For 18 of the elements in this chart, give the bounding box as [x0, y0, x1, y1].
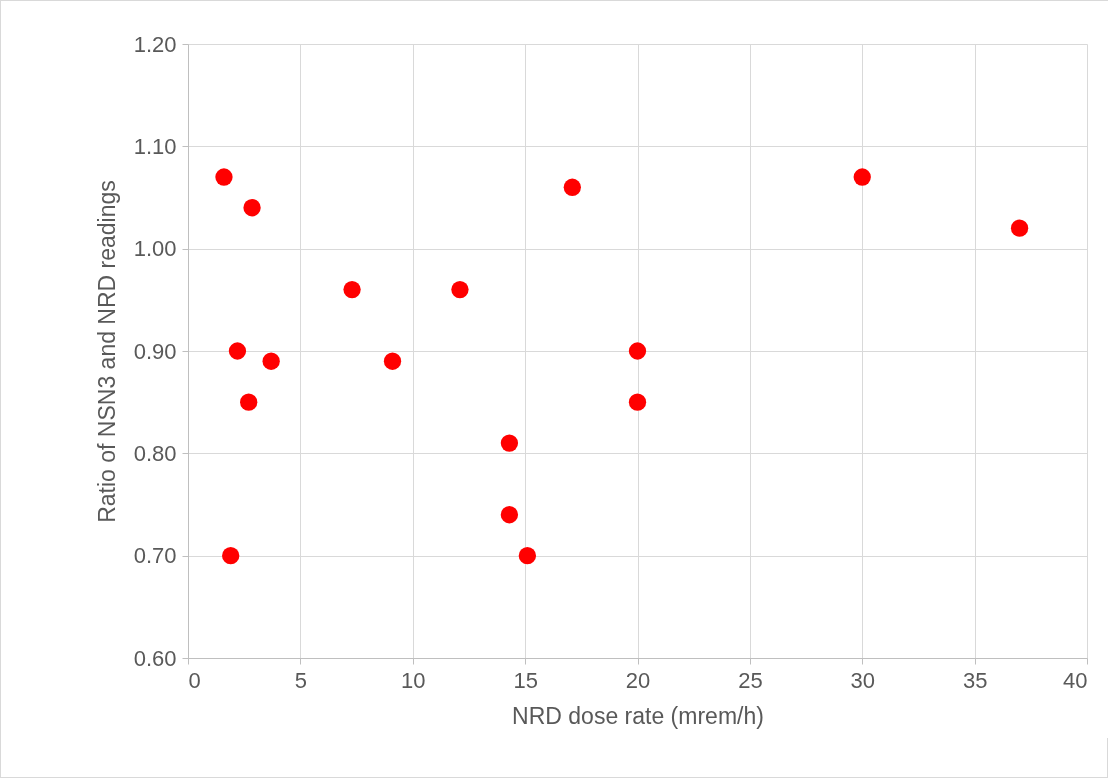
x-tick-label: 40 — [1063, 667, 1088, 693]
x-tick-label: 10 — [401, 667, 426, 693]
y-axis-title: Ratio of NSN3 and NRD readings — [93, 180, 120, 523]
x-tick-label: 0 — [188, 667, 201, 693]
x-tick-label: 30 — [850, 667, 875, 693]
x-tick-label: 25 — [738, 667, 763, 693]
y-tick-label: 0.80 — [133, 440, 177, 466]
y-tick-label: 0.60 — [133, 645, 177, 671]
x-tick-label: 5 — [294, 667, 307, 693]
x-tick-label: 15 — [513, 667, 538, 693]
x-tick-label: 35 — [962, 667, 988, 693]
y-tick-label: 1.10 — [133, 133, 177, 159]
x-axis-title: NRD dose rate (mrem/h) — [512, 702, 764, 729]
y-tick-label: 0.70 — [133, 543, 177, 569]
y-tick-label: 1.20 — [133, 31, 177, 57]
y-tick-label: 1.00 — [133, 236, 177, 262]
y-tick-label: 0.90 — [133, 338, 177, 364]
x-tick-label: 20 — [625, 667, 651, 693]
